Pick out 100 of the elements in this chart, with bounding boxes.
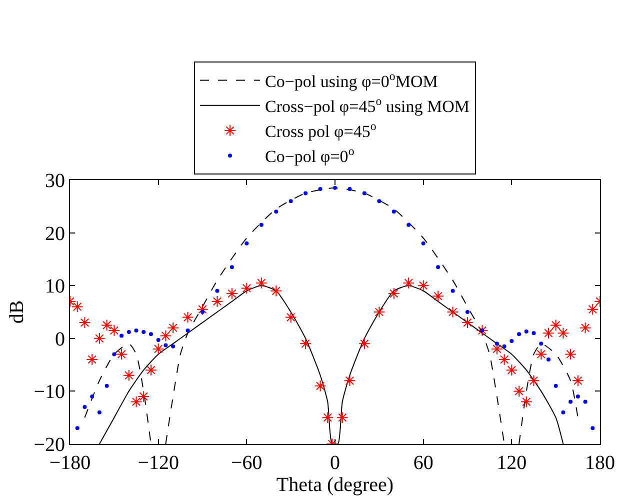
point — [284, 311, 297, 324]
point — [532, 331, 536, 336]
point — [240, 282, 253, 294]
legend-label: Cross−pol φ=45$^{o}$ using MOM — [265, 94, 470, 116]
point — [211, 296, 224, 308]
point — [186, 328, 190, 332]
point — [116, 348, 128, 360]
point — [392, 210, 396, 214]
point — [333, 186, 337, 190]
point — [78, 316, 91, 328]
legend-label: Co−pol using φ=0$^{o}$MOM — [265, 68, 438, 91]
point — [539, 342, 544, 346]
point — [554, 384, 558, 388]
point — [314, 380, 326, 392]
point — [122, 369, 135, 382]
y-tick-label: 20 — [45, 222, 65, 245]
point — [402, 277, 415, 289]
point — [432, 290, 444, 302]
point — [517, 332, 522, 336]
point — [579, 322, 592, 334]
point — [71, 300, 84, 313]
x-tick-label: 0 — [330, 452, 340, 474]
point — [362, 191, 366, 196]
point — [200, 310, 204, 314]
point — [550, 319, 562, 332]
point — [586, 303, 599, 316]
point — [86, 354, 98, 366]
point — [417, 280, 430, 292]
point — [318, 186, 322, 191]
point — [304, 191, 308, 196]
point — [561, 410, 566, 414]
point — [171, 344, 176, 348]
point — [97, 410, 102, 414]
point — [583, 400, 588, 404]
y-tick-label: 10 — [45, 276, 65, 298]
point — [130, 396, 142, 408]
point — [358, 338, 370, 350]
x-axis-title: Theta (degree) — [276, 474, 394, 496]
point — [156, 338, 160, 342]
point — [270, 284, 282, 297]
point — [406, 222, 411, 227]
point — [462, 316, 474, 328]
point — [446, 306, 459, 318]
point — [510, 339, 514, 344]
point — [82, 405, 87, 410]
point — [148, 332, 153, 336]
point — [568, 400, 573, 404]
x-tick-label: 180 — [585, 452, 615, 474]
point — [244, 241, 249, 246]
point — [90, 394, 94, 398]
point — [196, 303, 208, 316]
point — [546, 358, 550, 362]
x-tick-label: −60 — [231, 452, 262, 474]
legend-label: Cross pol φ=45$^{o}$ — [265, 118, 376, 142]
point — [436, 265, 440, 270]
point — [322, 412, 334, 424]
y-tick-label: 0 — [55, 328, 65, 350]
point — [164, 343, 168, 348]
point — [513, 385, 525, 398]
point — [300, 338, 312, 350]
point — [120, 334, 124, 338]
point — [480, 328, 484, 332]
point — [75, 426, 80, 430]
y-tick-label: −10 — [34, 381, 65, 404]
point — [104, 384, 109, 388]
point — [167, 322, 179, 334]
point — [421, 241, 426, 246]
point — [145, 364, 157, 376]
point — [134, 328, 138, 332]
point — [112, 352, 116, 356]
point — [182, 311, 194, 324]
point — [226, 288, 238, 300]
x-tick-label: 60 — [413, 452, 434, 474]
point — [590, 426, 595, 430]
point — [502, 344, 506, 348]
point — [476, 324, 488, 336]
x-tick-label: −120 — [138, 452, 179, 474]
point — [498, 354, 510, 366]
point — [230, 265, 234, 270]
point — [108, 324, 120, 336]
y-tick-label: 30 — [45, 170, 65, 192]
point — [388, 288, 400, 300]
point — [336, 412, 348, 424]
point — [557, 327, 570, 340]
point — [152, 343, 164, 355]
point — [535, 348, 548, 360]
point — [572, 374, 584, 387]
point — [494, 342, 499, 346]
point — [255, 277, 268, 289]
point — [564, 348, 576, 360]
point — [259, 222, 264, 227]
point — [542, 327, 554, 340]
x-tick-label: 120 — [496, 452, 527, 474]
point — [344, 374, 356, 387]
point — [288, 199, 293, 204]
point — [348, 186, 352, 191]
point — [491, 343, 503, 355]
point — [160, 330, 172, 342]
point — [377, 199, 382, 204]
point — [373, 306, 386, 318]
